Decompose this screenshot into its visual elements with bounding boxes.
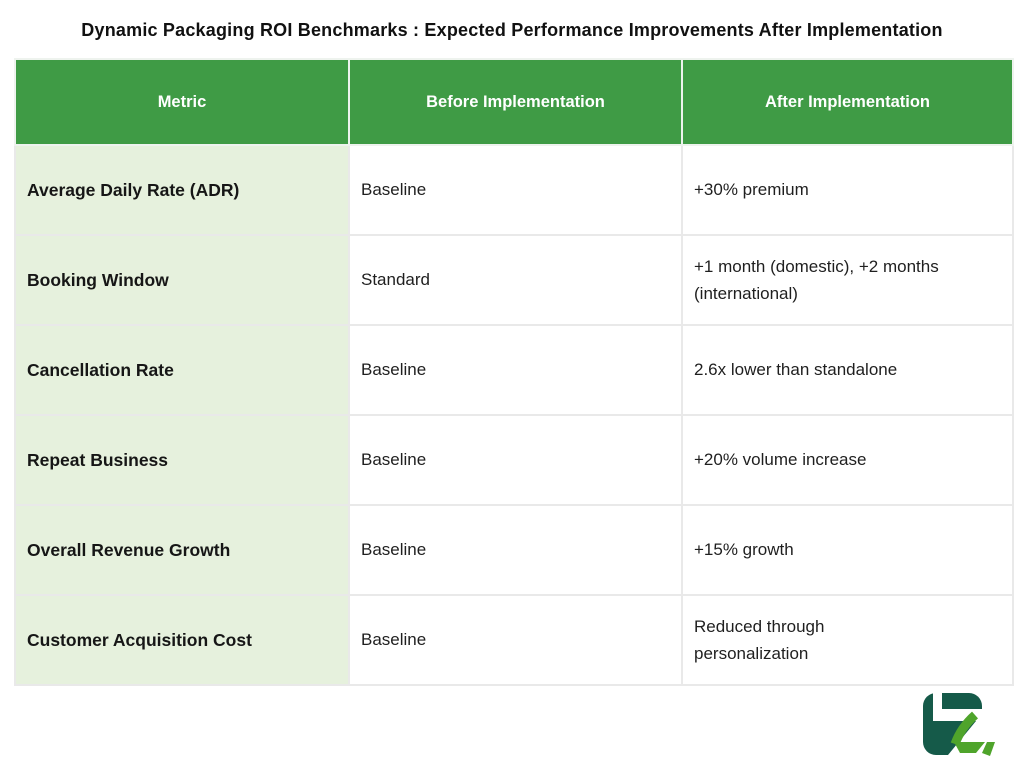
before-value: Baseline	[361, 450, 427, 470]
metric-label: Customer Acquisition Cost	[27, 630, 252, 650]
metric-cell: Average Daily Rate (ADR)	[14, 144, 350, 236]
after-cell: +20% volume increase	[681, 414, 1014, 506]
after-cell: +30% premium	[681, 144, 1014, 236]
roi-benchmarks-table: Metric Before Implementation After Imple…	[14, 58, 1014, 686]
table-row: Cancellation Rate Baseline 2.6x lower th…	[14, 324, 1014, 416]
table-header: Metric Before Implementation After Imple…	[14, 58, 1014, 146]
before-cell: Baseline	[348, 504, 683, 596]
before-value: Standard	[361, 270, 430, 290]
metric-label: Repeat Business	[27, 450, 169, 470]
after-cell: Reduced through personalization	[681, 594, 1014, 686]
brand-logo-icon	[923, 692, 995, 756]
page-title: Dynamic Packaging ROI Benchmarks : Expec…	[81, 20, 943, 40]
table-row: Overall Revenue Growth Baseline +15% gro…	[14, 504, 1014, 596]
brand-logo	[923, 692, 997, 762]
after-value: +30% premium	[694, 180, 809, 200]
after-value: +15% growth	[694, 540, 794, 560]
before-value: Baseline	[361, 360, 427, 380]
metric-cell: Repeat Business	[14, 414, 350, 506]
column-header-after: After Implementation	[681, 58, 1014, 146]
table-row: Repeat Business Baseline +20% volume inc…	[14, 414, 1014, 506]
before-cell: Baseline	[348, 144, 683, 236]
after-value: +20% volume increase	[694, 450, 867, 470]
metric-label: Cancellation Rate	[27, 360, 174, 380]
metric-cell: Cancellation Rate	[14, 324, 350, 416]
after-cell: +1 month (domestic), +2 months (internat…	[681, 234, 1014, 326]
before-cell: Baseline	[348, 414, 683, 506]
before-cell: Baseline	[348, 594, 683, 686]
metric-cell: Booking Window	[14, 234, 350, 326]
after-value: 2.6x lower than standalone	[694, 360, 898, 380]
metric-cell: Overall Revenue Growth	[14, 504, 350, 596]
after-value: Reduced through personalization	[694, 616, 825, 663]
table-row: Customer Acquisition Cost Baseline Reduc…	[14, 594, 1014, 686]
after-cell: +15% growth	[681, 504, 1014, 596]
table-row: Booking Window Standard +1 month (domest…	[14, 234, 1014, 326]
before-cell: Baseline	[348, 324, 683, 416]
column-header-before: Before Implementation	[348, 58, 683, 146]
before-value: Baseline	[361, 630, 427, 650]
table-row: Average Daily Rate (ADR) Baseline +30% p…	[14, 144, 1014, 236]
after-cell: 2.6x lower than standalone	[681, 324, 1014, 416]
metric-label: Overall Revenue Growth	[27, 540, 231, 560]
metric-label: Booking Window	[27, 270, 169, 290]
before-value: Baseline	[361, 540, 427, 560]
column-header-metric: Metric	[14, 58, 350, 146]
metric-cell: Customer Acquisition Cost	[14, 594, 350, 686]
after-value: +1 month (domestic), +2 months (internat…	[694, 256, 939, 303]
metric-label: Average Daily Rate (ADR)	[27, 180, 240, 200]
before-value: Baseline	[361, 180, 427, 200]
before-cell: Standard	[348, 234, 683, 326]
